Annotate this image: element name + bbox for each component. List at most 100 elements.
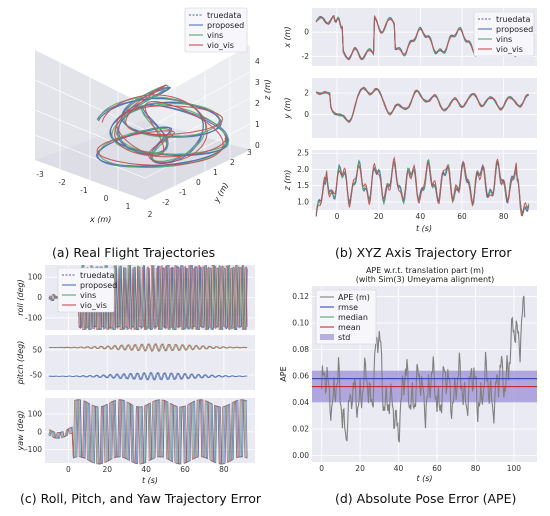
legend-d-entry-0: APE (m) — [338, 293, 370, 302]
d-xlabel: t (s) — [416, 474, 432, 483]
ytick-3d-4: 2 — [230, 158, 235, 167]
c-panel2-xtick-0: 0 — [66, 465, 71, 474]
legend-a-entry-1: proposed — [207, 21, 244, 30]
c-panel2-ylabel: yaw (deg) — [16, 410, 25, 451]
legend-c-entry-1: proposed — [80, 281, 117, 290]
c-panel2-xtick-1: 20 — [102, 465, 112, 474]
c-panel2-ytick-2: -100 — [25, 445, 42, 454]
d-ape-line — [321, 295, 526, 443]
legend-c-entry-3: vio_vis — [80, 301, 107, 310]
c-panel1-plot-bg — [45, 335, 255, 390]
legend-b-box — [473, 11, 535, 57]
c-panel0-ytick-1: 0 — [37, 293, 42, 302]
c-xlabel: t (s) — [142, 476, 158, 485]
b-panel2-ytick-0: 2.5 — [297, 149, 309, 158]
legend-b-entry-0: truedata — [496, 15, 531, 24]
xtick-3d-2: -1 — [80, 186, 88, 195]
b-panel0-ylabel: x (m) — [283, 26, 292, 48]
ape-subtitle: (with Sim(3) Umeyama alignment) — [356, 275, 495, 284]
b-panel2-xtick-4: 80 — [499, 212, 509, 221]
caption-b: (b) XYZ Axis Trajectory Error — [335, 245, 512, 260]
d-ylabel: APE — [279, 366, 288, 381]
c-panel2-ytick-1: 0 — [37, 427, 42, 436]
panel-b-xyz: 0-2x (m)20y (m)2.52.01.51.00 20 40 60 80z (m… — [283, 8, 537, 233]
b-panel1-ytick-0: 2 — [304, 89, 309, 98]
b-panel2-xtick-1: 20 — [374, 212, 384, 221]
d-ytick-6: 0.12 — [292, 292, 309, 301]
legend-d-entry-1: rmse — [338, 303, 358, 312]
d-xtick-0: 0 — [319, 464, 324, 473]
caption-d: (d) Absolute Pose Error (APE) — [335, 491, 516, 506]
d-ytick-3: 0.06 — [292, 371, 309, 380]
b-panel1-line-vio_vis — [315, 86, 529, 123]
legend-d-entry-4: std — [338, 333, 350, 342]
legend-c-box — [57, 267, 115, 313]
legend-b-entry-2: vins — [496, 35, 512, 44]
b-panel2-ylabel: z (m) — [283, 170, 292, 192]
ztick-3d-4: 4 — [255, 57, 260, 66]
b-panel2-ytick-2: 1.5 — [297, 181, 309, 190]
c-panel2-line-vio_vis — [48, 399, 248, 465]
d-ytick-5: 0.10 — [292, 319, 309, 328]
ytick-3d-5: 3 — [247, 148, 252, 157]
ztick-3d-2: 2 — [255, 99, 260, 108]
d-xtick-5: 100 — [507, 464, 522, 473]
c-panel0-ylabel: roll (deg) — [16, 279, 25, 316]
c-panel2-xtick-2: 40 — [141, 465, 151, 474]
c-panel1-line-vio_vis — [48, 343, 248, 352]
b-panel2-ytick-3: 1.0 — [297, 197, 309, 206]
c-panel2-ytick-0: 100 — [28, 410, 43, 419]
legend-d-box — [315, 289, 377, 345]
d-xtick-2: 40 — [394, 464, 404, 473]
b-panel2-line-vio_vis — [315, 156, 530, 217]
b-panel0-ytick-1: -2 — [302, 52, 310, 61]
b-panel2-xtick-2: 40 — [416, 212, 426, 221]
ztick-3d-1: 1 — [255, 120, 260, 129]
xlabel-3d: x (m) — [89, 215, 111, 224]
legend-d-entry-2: median — [338, 313, 368, 322]
caption-c: (c) Roll, Pitch, and Yaw Trajectory Erro… — [20, 491, 262, 506]
xtick-3d-4: 1 — [126, 202, 131, 211]
panel-d-ape: APE w.r.t. translation part (m) (with Si… — [279, 266, 537, 483]
c-panel1-ytick-0: 50 — [32, 346, 42, 355]
ytick-3d-1: -1 — [179, 188, 187, 197]
ytick-3d-0: -2 — [162, 198, 170, 207]
b-xlabel: t (s) — [416, 224, 432, 233]
b-panel2-ytick-1: 2.0 — [297, 165, 309, 174]
d-ytick-1: 0.02 — [292, 424, 309, 433]
ztick-3d-3: 3 — [255, 78, 260, 87]
legend-c-entry-2: vins — [80, 291, 96, 300]
legend-a-box — [184, 7, 248, 53]
xtick-3d-5: 2 — [148, 210, 153, 219]
c-panel2-xtick-3: 60 — [180, 465, 190, 474]
trajectory-proposed — [96, 86, 229, 168]
ztick-3d-0: 0 — [255, 141, 260, 150]
legend-b-entry-3: vio_vis — [496, 45, 523, 54]
d-ytick-4: 0.08 — [292, 345, 309, 354]
zlabel-3d: z (m) — [263, 79, 272, 101]
c-panel0-ytick-2: -100 — [25, 313, 42, 322]
caption-a: (a) Real Flight Trajectories — [52, 245, 215, 260]
c-panel0-ytick-0: 100 — [28, 273, 43, 282]
xtick-3d-3: 0 — [104, 194, 109, 203]
d-xtick-3: 60 — [432, 464, 442, 473]
d-xtick-1: 20 — [355, 464, 365, 473]
legend-b-entry-1: proposed — [496, 25, 533, 34]
d-ytick-0: 0.00 — [292, 451, 309, 460]
legend-a-entry-2: vins — [207, 31, 223, 40]
b-panel1-ytick-1: 0 — [304, 110, 309, 119]
pane-floor — [35, 120, 250, 200]
legend-d-entry-3: mean — [338, 323, 361, 332]
xtick-3d-0: -3 — [36, 170, 44, 179]
b-panel1-ylabel: y (m) — [283, 97, 292, 119]
d-ytick-2: 0.04 — [292, 398, 309, 407]
b-panel0-ytick-0: 0 — [304, 28, 309, 37]
ytick-3d-2: 0 — [196, 178, 201, 187]
legend-a-entry-0: truedata — [207, 11, 242, 20]
b-panel2-xtick-0: 0 — [335, 212, 340, 221]
